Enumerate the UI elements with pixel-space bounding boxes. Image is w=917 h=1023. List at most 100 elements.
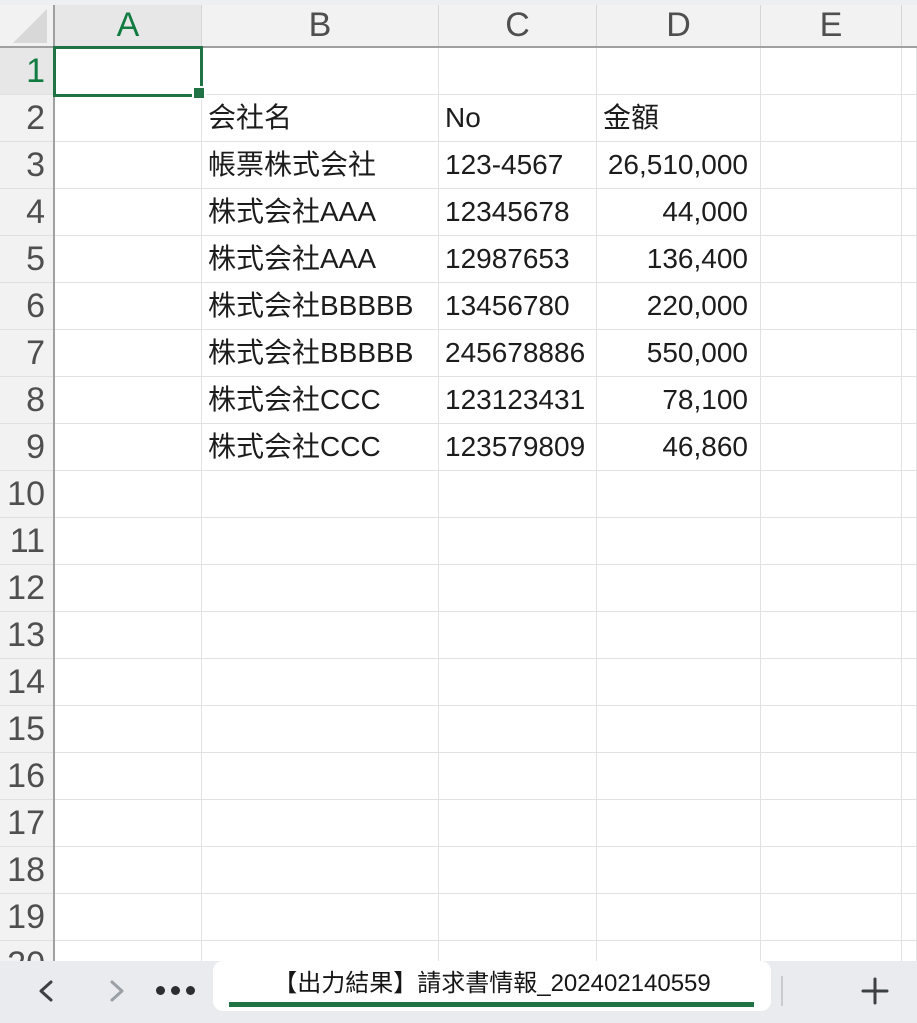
cell-F1[interactable] <box>902 48 917 94</box>
active-sheet-tab[interactable]: 【出力結果】請求書情報_202402140559 <box>213 961 771 1011</box>
cell-E14[interactable] <box>761 659 902 705</box>
cell-D6[interactable]: 220,000 <box>597 283 761 329</box>
cell-A18[interactable] <box>55 847 202 893</box>
cell-C6[interactable]: 13456780 <box>439 283 597 329</box>
cell-C11[interactable] <box>439 518 597 564</box>
row-header-3[interactable]: 3 <box>0 142 53 189</box>
cell-D17[interactable] <box>597 800 761 846</box>
cell-B1[interactable] <box>202 48 439 94</box>
cell-B20[interactable] <box>202 941 439 961</box>
cell-A9[interactable] <box>55 424 202 470</box>
row-header-18[interactable]: 18 <box>0 847 53 894</box>
cell-C12[interactable] <box>439 565 597 611</box>
cell-F11[interactable] <box>902 518 917 564</box>
cell-D13[interactable] <box>597 612 761 658</box>
cell-B3[interactable]: 帳票株式会社 <box>202 142 439 188</box>
cell-B17[interactable] <box>202 800 439 846</box>
cell-F4[interactable] <box>902 189 917 235</box>
cell-D2[interactable]: 金額 <box>597 95 761 141</box>
cell-E1[interactable] <box>761 48 902 94</box>
cell-E2[interactable] <box>761 95 902 141</box>
cell-A1[interactable] <box>55 48 202 94</box>
cell-F8[interactable] <box>902 377 917 423</box>
cell-A13[interactable] <box>55 612 202 658</box>
cell-F6[interactable] <box>902 283 917 329</box>
cell-B6[interactable]: 株式会社BBBBB <box>202 283 439 329</box>
column-header-B[interactable]: B <box>202 5 439 46</box>
cell-E17[interactable] <box>761 800 902 846</box>
cell-B9[interactable]: 株式会社CCC <box>202 424 439 470</box>
cell-D15[interactable] <box>597 706 761 752</box>
cell-D10[interactable] <box>597 471 761 517</box>
row-header-13[interactable]: 13 <box>0 612 53 659</box>
cell-A8[interactable] <box>55 377 202 423</box>
cell-B8[interactable]: 株式会社CCC <box>202 377 439 423</box>
column-header-E[interactable]: E <box>761 5 902 46</box>
cell-C8[interactable]: 123123431 <box>439 377 597 423</box>
row-header-9[interactable]: 9 <box>0 424 53 471</box>
cell-B19[interactable] <box>202 894 439 940</box>
cell-D14[interactable] <box>597 659 761 705</box>
cell-D16[interactable] <box>597 753 761 799</box>
cell-E18[interactable] <box>761 847 902 893</box>
cell-B12[interactable] <box>202 565 439 611</box>
cell-C5[interactable]: 12987653 <box>439 236 597 282</box>
cell-B2[interactable]: 会社名 <box>202 95 439 141</box>
cell-A11[interactable] <box>55 518 202 564</box>
prev-sheet-button[interactable] <box>32 975 64 1007</box>
cell-F5[interactable] <box>902 236 917 282</box>
row-header-2[interactable]: 2 <box>0 95 53 142</box>
cell-C19[interactable] <box>439 894 597 940</box>
cell-A17[interactable] <box>55 800 202 846</box>
cell-E6[interactable] <box>761 283 902 329</box>
cell-F20[interactable] <box>902 941 917 961</box>
cell-A10[interactable] <box>55 471 202 517</box>
cell-F7[interactable] <box>902 330 917 376</box>
cell-D12[interactable] <box>597 565 761 611</box>
cell-A6[interactable] <box>55 283 202 329</box>
column-header-C[interactable]: C <box>439 5 597 46</box>
cell-A19[interactable] <box>55 894 202 940</box>
cell-F10[interactable] <box>902 471 917 517</box>
cell-F19[interactable] <box>902 894 917 940</box>
row-header-5[interactable]: 5 <box>0 236 53 283</box>
cell-D1[interactable] <box>597 48 761 94</box>
cell-C14[interactable] <box>439 659 597 705</box>
select-all-corner[interactable] <box>0 5 55 46</box>
cell-C9[interactable]: 123579809 <box>439 424 597 470</box>
cell-E13[interactable] <box>761 612 902 658</box>
cell-A20[interactable] <box>55 941 202 961</box>
cell-C1[interactable] <box>439 48 597 94</box>
cell-B5[interactable]: 株式会社AAA <box>202 236 439 282</box>
cell-E4[interactable] <box>761 189 902 235</box>
cell-E5[interactable] <box>761 236 902 282</box>
row-header-8[interactable]: 8 <box>0 377 53 424</box>
cell-C20[interactable] <box>439 941 597 961</box>
cell-F2[interactable] <box>902 95 917 141</box>
add-sheet-button[interactable] <box>861 977 889 1005</box>
cell-C16[interactable] <box>439 753 597 799</box>
cell-F13[interactable] <box>902 612 917 658</box>
cell-D5[interactable]: 136,400 <box>597 236 761 282</box>
cell-E12[interactable] <box>761 565 902 611</box>
cell-E11[interactable] <box>761 518 902 564</box>
cell-F14[interactable] <box>902 659 917 705</box>
cell-C18[interactable] <box>439 847 597 893</box>
next-sheet-button[interactable] <box>99 975 131 1007</box>
cell-D7[interactable]: 550,000 <box>597 330 761 376</box>
cell-D11[interactable] <box>597 518 761 564</box>
cell-A2[interactable] <box>55 95 202 141</box>
row-header-14[interactable]: 14 <box>0 659 53 706</box>
cell-C4[interactable]: 12345678 <box>439 189 597 235</box>
cell-F15[interactable] <box>902 706 917 752</box>
cell-E8[interactable] <box>761 377 902 423</box>
cell-A4[interactable] <box>55 189 202 235</box>
row-header-4[interactable]: 4 <box>0 189 53 236</box>
cell-F3[interactable] <box>902 142 917 188</box>
cell-F12[interactable] <box>902 565 917 611</box>
cell-C15[interactable] <box>439 706 597 752</box>
cell-F16[interactable] <box>902 753 917 799</box>
cell-A7[interactable] <box>55 330 202 376</box>
cell-D8[interactable]: 78,100 <box>597 377 761 423</box>
row-header-1[interactable]: 1 <box>0 48 53 95</box>
